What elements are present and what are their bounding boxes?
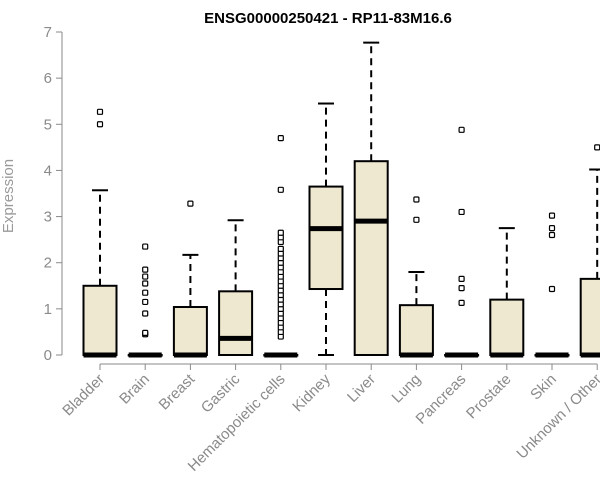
outlier-point — [548, 231, 556, 239]
outlier-point — [187, 200, 194, 207]
box-group — [353, 41, 389, 356]
y-tick-label: 6 — [44, 70, 52, 87]
box — [218, 290, 254, 356]
boxes-layer — [82, 41, 600, 358]
y-tick-label: 0 — [44, 347, 52, 364]
outlier-point — [458, 284, 465, 292]
box-group — [172, 200, 208, 358]
y-tick-label: 3 — [44, 209, 52, 226]
outlier-point — [142, 310, 149, 317]
box-group — [263, 135, 299, 358]
outlier-point — [277, 186, 284, 193]
box — [353, 160, 389, 356]
box-group — [127, 243, 163, 358]
x-tick-label: Liver — [344, 371, 379, 406]
box — [172, 306, 208, 356]
x-tick-label: Pancreas — [413, 371, 470, 428]
box-group — [398, 196, 434, 358]
box-group — [218, 219, 254, 356]
y-tick-label: 5 — [44, 116, 52, 133]
outlier-point — [142, 243, 149, 250]
box-group — [308, 102, 344, 356]
outlier-point — [458, 126, 465, 133]
outlier-point — [96, 108, 104, 115]
outlier-point — [142, 329, 149, 336]
box-group — [489, 227, 525, 358]
outlier-point — [142, 280, 149, 287]
y-axis: 0 1 2 3 4 5 6 7 — [44, 24, 63, 364]
box-group — [444, 126, 480, 358]
outlier-point — [458, 299, 465, 306]
box — [398, 304, 434, 356]
outlier-point — [413, 196, 420, 203]
outlier-point — [458, 208, 465, 216]
x-tick-label: Kidney — [289, 370, 334, 415]
y-axis-label: Expression — [0, 159, 17, 233]
y-tick-label: 7 — [44, 24, 52, 41]
outlier-point — [548, 225, 556, 232]
box — [489, 298, 525, 356]
chart-title: ENSG00000250421 - RP11-83M16.6 — [204, 10, 452, 27]
outlier-point — [142, 266, 149, 273]
outlier-point — [142, 289, 149, 296]
y-tick-label: 4 — [44, 162, 52, 179]
box-group — [534, 212, 570, 358]
x-tick-label: Prostate — [463, 371, 515, 423]
outlier-point — [548, 285, 556, 293]
x-tick-label: Breast — [156, 370, 199, 413]
outlier-point — [96, 121, 104, 128]
box-group — [82, 108, 118, 358]
y-tick-label: 2 — [44, 255, 52, 272]
x-tick-label: Skin — [527, 371, 560, 404]
box — [579, 277, 600, 356]
outlier-point — [413, 216, 420, 223]
x-tick-label: Lung — [389, 371, 425, 407]
outlier-point — [458, 275, 465, 282]
outlier-point — [594, 144, 600, 151]
box — [82, 284, 118, 356]
box-group — [579, 144, 600, 358]
outlier-point — [277, 245, 284, 252]
x-tick-label: Bladder — [59, 371, 108, 420]
outlier-point — [142, 298, 149, 306]
outlier-point — [277, 135, 284, 142]
outlier-point — [142, 273, 149, 280]
outlier-point — [548, 212, 556, 219]
box — [308, 185, 344, 291]
outlier-point — [277, 229, 284, 236]
x-tick-label: Brain — [116, 371, 153, 408]
y-tick-label: 1 — [44, 301, 52, 318]
